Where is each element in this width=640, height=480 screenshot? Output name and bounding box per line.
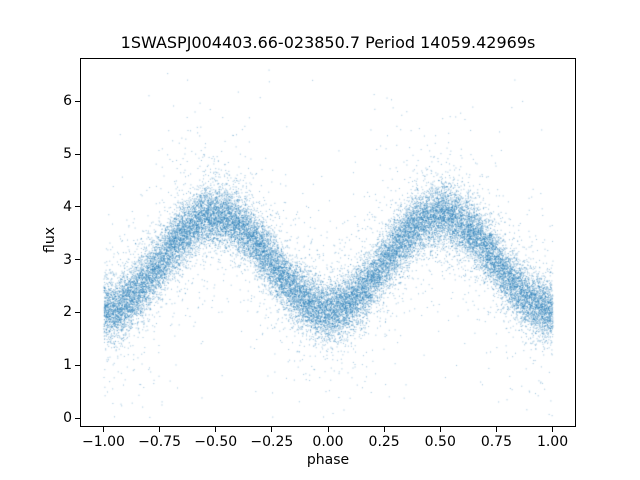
x-tick-mark xyxy=(102,427,104,432)
x-tick-mark xyxy=(495,427,497,432)
x-tick-mark xyxy=(383,427,385,432)
chart-title: 1SWASPJ004403.66-023850.7 Period 14059.4… xyxy=(120,33,536,52)
y-tick-label: 4 xyxy=(63,198,72,215)
x-tick-label: 0.75 xyxy=(480,434,512,450)
y-axis-label: flux xyxy=(42,227,58,253)
y-tick-mark xyxy=(75,100,80,102)
y-tick-label: 3 xyxy=(63,251,72,268)
x-tick-label: −0.75 xyxy=(138,434,182,450)
y-tick-label: 5 xyxy=(63,146,72,163)
y-tick-label: 0 xyxy=(63,410,72,427)
x-tick-mark xyxy=(215,427,217,432)
y-tick-mark xyxy=(75,206,80,208)
x-tick-label: −0.25 xyxy=(250,434,294,450)
scatter-points-canvas xyxy=(81,59,575,426)
x-tick-mark xyxy=(552,427,554,432)
x-tick-mark xyxy=(439,427,441,432)
x-tick-label: 0.00 xyxy=(312,434,344,450)
x-tick-mark xyxy=(327,427,329,432)
x-tick-mark xyxy=(159,427,161,432)
y-tick-label: 1 xyxy=(63,357,72,374)
y-tick-mark xyxy=(75,259,80,261)
y-tick-label: 2 xyxy=(63,304,72,321)
x-tick-label: −1.00 xyxy=(82,434,125,450)
x-tick-label: 0.25 xyxy=(368,434,400,450)
y-tick-mark xyxy=(75,417,80,419)
x-axis-label: phase xyxy=(306,452,350,468)
y-tick-mark xyxy=(75,364,80,366)
x-tick-label: 0.50 xyxy=(424,434,456,450)
plot-area xyxy=(80,58,576,427)
y-tick-mark xyxy=(75,153,80,155)
y-tick-label: 6 xyxy=(63,93,72,110)
x-tick-mark xyxy=(271,427,273,432)
y-tick-mark xyxy=(75,311,80,313)
x-tick-label: −0.50 xyxy=(194,434,238,450)
x-tick-label: 1.00 xyxy=(536,434,569,450)
